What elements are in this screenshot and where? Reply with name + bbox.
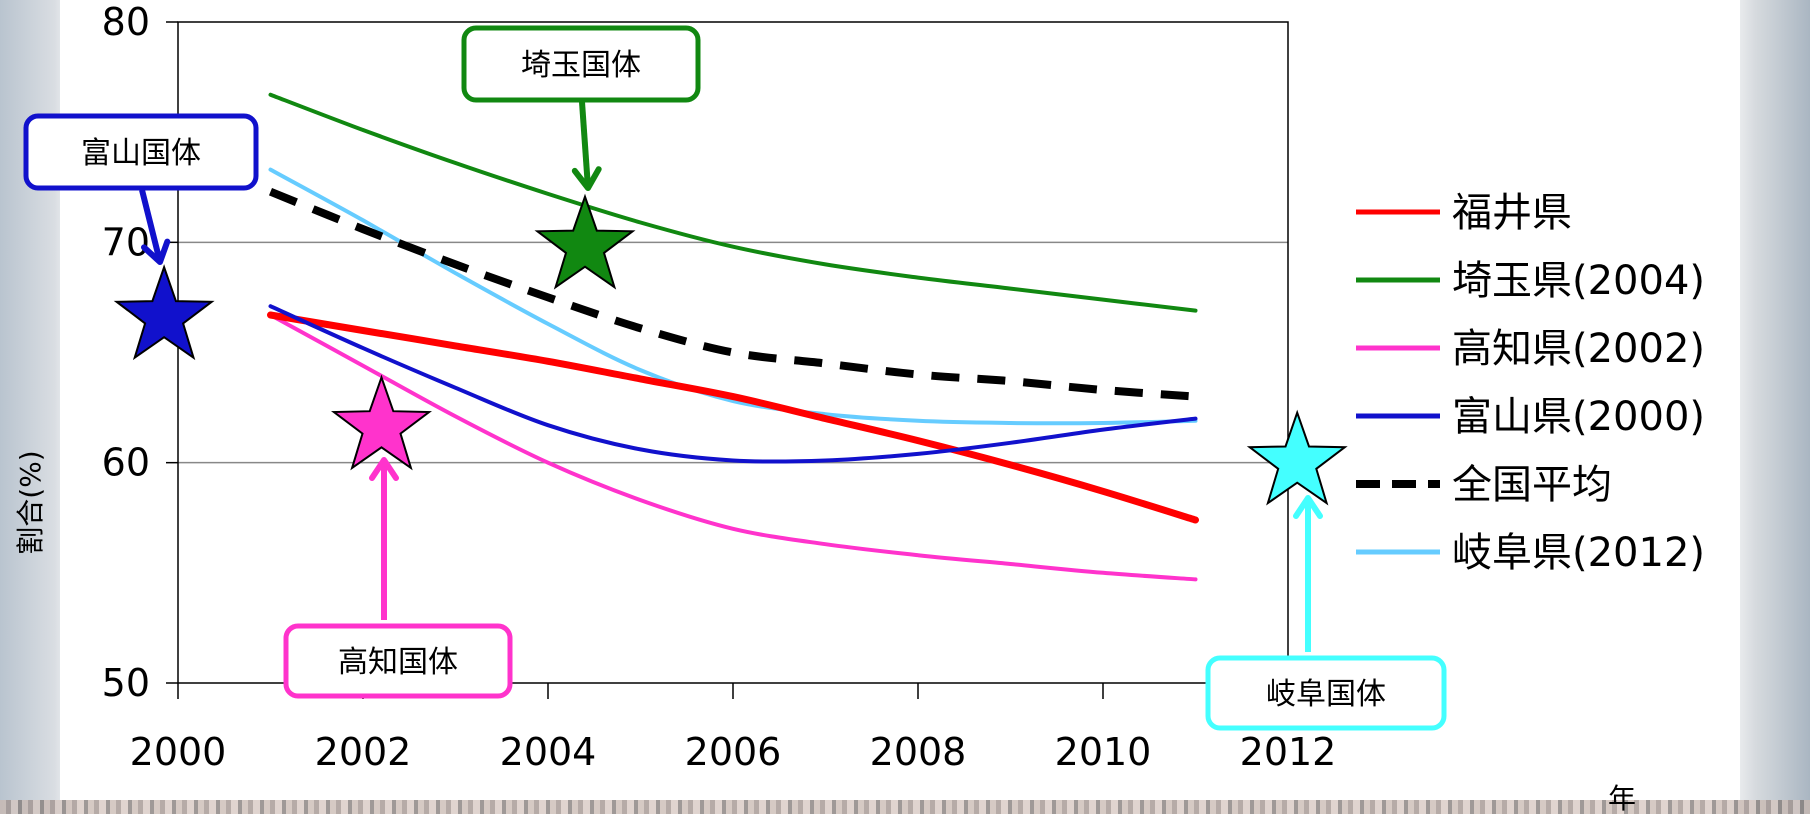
callout-box [1205,655,1447,731]
x-tick-label: 2010 [1055,730,1152,774]
legend-item-0: 福井県 [1356,190,1572,236]
callout-arrow [139,189,163,263]
callout-arrow [579,101,591,189]
series-line-4 [269,187,1196,401]
callout-arrowhead [571,166,602,191]
background-band [0,800,1810,814]
callout-label: 高知国体 [338,645,458,680]
x-tick-label: 2000 [130,730,227,774]
annotation-3: 岐阜国体 [1205,409,1447,731]
series-line-2 [268,313,1198,582]
x-axis-title: 年 [1608,782,1636,814]
y-axis-title: 割合(%) [14,450,47,554]
x-tick-label: 2012 [1240,730,1337,774]
star-marker [534,193,636,290]
legend-label: 高知県(2002) [1452,326,1705,372]
x-tick-label: 2002 [315,730,412,774]
callout-label: 岐阜国体 [1266,677,1386,712]
legend-label: 岐阜県(2012) [1452,530,1705,576]
y-tick-label: 70 [102,220,150,264]
y-tick-label: 60 [102,441,150,485]
legend-item-5: 岐阜県(2012) [1356,530,1705,576]
annotation-1: 埼玉国体 [461,25,701,290]
legend-item-2: 高知県(2002) [1356,326,1705,372]
callout-box [23,113,259,191]
star-marker [113,264,215,361]
legend-item-4: 全国平均 [1356,462,1612,508]
callout-arrowhead [1293,495,1323,519]
y-tick-label: 50 [102,661,150,705]
callout-label: 埼玉国体 [521,48,641,83]
y-tick-label: 80 [102,0,150,44]
star-marker [1246,409,1348,506]
star-marker [331,374,432,471]
x-tick-label: 2008 [870,730,967,774]
series-line-0 [267,311,1199,524]
x-tick-label: 2004 [500,730,597,774]
callout-arrowhead [141,238,171,265]
legend-label: 富山県(2000) [1452,394,1705,440]
series-lines [267,92,1199,582]
y-ticks: 50 60 70 80 [102,0,178,705]
legend-label: 福井県 [1452,190,1572,236]
annotation-2: 高知国体 [283,374,513,699]
legend-label: 埼玉県(2004) [1452,258,1705,304]
callout-box [283,623,513,699]
callout-label: 富山国体 [81,136,201,171]
series-line-1 [268,92,1198,313]
x-tick-label: 2006 [685,730,782,774]
callout-box [461,25,701,103]
legend-item-1: 埼玉県(2004) [1356,258,1705,304]
x-ticks: 2000 2002 2004 2006 2008 2010 2012 [130,683,1337,774]
series-line-3 [268,304,1198,464]
callout-arrowhead [369,457,399,481]
legend-item-3: 富山県(2000) [1356,394,1705,440]
annotation-0: 富山国体 [23,113,259,361]
legend-label: 全国平均 [1452,462,1612,508]
gridlines [178,241,1288,464]
